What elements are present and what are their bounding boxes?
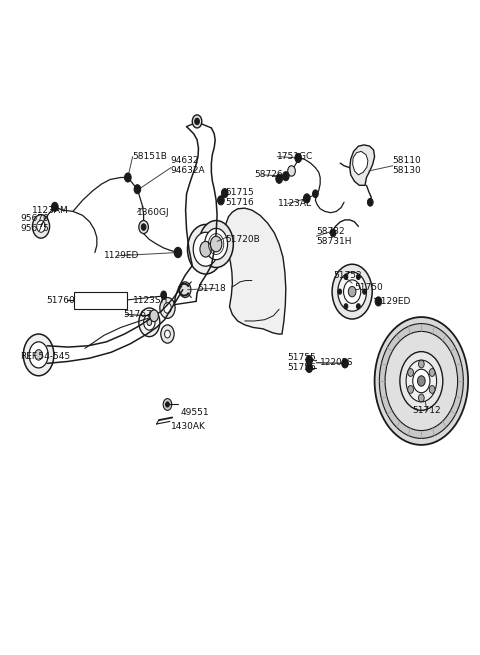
Text: 1220FS: 1220FS: [320, 358, 354, 367]
Circle shape: [165, 330, 170, 338]
Text: 51718: 51718: [197, 284, 226, 293]
Circle shape: [199, 221, 233, 267]
Circle shape: [164, 303, 171, 313]
Circle shape: [400, 352, 443, 410]
Text: 58110
58130: 58110 58130: [393, 157, 421, 176]
Circle shape: [342, 359, 348, 368]
Circle shape: [200, 242, 211, 257]
Circle shape: [161, 291, 167, 299]
Circle shape: [36, 221, 45, 233]
Text: 51750: 51750: [355, 282, 384, 291]
Text: 51752: 51752: [333, 271, 362, 280]
Circle shape: [160, 297, 175, 318]
Polygon shape: [350, 145, 374, 185]
Circle shape: [217, 196, 224, 205]
Circle shape: [204, 229, 228, 259]
Polygon shape: [353, 151, 368, 175]
Text: 1129ED: 1129ED: [104, 252, 139, 260]
Circle shape: [35, 350, 42, 360]
Circle shape: [221, 189, 228, 198]
Circle shape: [379, 324, 463, 438]
Text: 1360GJ: 1360GJ: [137, 208, 170, 217]
Circle shape: [51, 202, 58, 212]
Circle shape: [406, 360, 437, 402]
Circle shape: [418, 376, 425, 386]
Text: 58726: 58726: [254, 170, 283, 179]
Circle shape: [344, 274, 348, 280]
Circle shape: [124, 173, 131, 182]
Circle shape: [357, 304, 360, 309]
Circle shape: [134, 185, 141, 194]
Text: 95670
95675: 95670 95675: [21, 214, 49, 233]
Text: 1123SH: 1123SH: [132, 295, 168, 305]
Circle shape: [413, 369, 430, 393]
Circle shape: [338, 272, 366, 311]
Text: 1129ED: 1129ED: [376, 297, 411, 306]
Circle shape: [367, 198, 373, 206]
Text: 1123AM: 1123AM: [33, 206, 69, 215]
Circle shape: [408, 369, 413, 377]
Circle shape: [288, 166, 295, 176]
Circle shape: [363, 289, 366, 294]
Circle shape: [312, 190, 318, 198]
Circle shape: [429, 369, 435, 377]
Circle shape: [374, 317, 468, 445]
Circle shape: [344, 280, 361, 303]
Circle shape: [276, 174, 282, 183]
Circle shape: [195, 118, 199, 124]
Text: 1751GC: 1751GC: [277, 152, 313, 161]
Text: 51755
51756: 51755 51756: [288, 353, 316, 372]
Circle shape: [193, 233, 218, 266]
Circle shape: [282, 172, 289, 181]
Text: 1123AL: 1123AL: [278, 199, 312, 208]
Circle shape: [24, 334, 54, 376]
Circle shape: [144, 314, 155, 330]
Circle shape: [139, 308, 160, 337]
Circle shape: [161, 325, 174, 343]
FancyBboxPatch shape: [74, 291, 127, 309]
Text: 58732
58731H: 58732 58731H: [316, 227, 352, 246]
Circle shape: [192, 115, 202, 128]
Circle shape: [344, 304, 348, 309]
Circle shape: [419, 394, 424, 402]
Text: 51720B: 51720B: [226, 235, 261, 244]
Circle shape: [338, 289, 342, 294]
Circle shape: [174, 248, 182, 257]
Circle shape: [29, 342, 48, 368]
Circle shape: [385, 331, 457, 430]
Circle shape: [141, 224, 146, 231]
Text: 51712: 51712: [412, 407, 441, 415]
Circle shape: [306, 356, 312, 365]
Text: REF.54-545: REF.54-545: [21, 352, 71, 362]
Circle shape: [150, 310, 158, 322]
Text: 1430AK: 1430AK: [171, 422, 205, 431]
Text: 51715
51716: 51715 51716: [226, 187, 254, 206]
Text: 58151B: 58151B: [132, 152, 168, 161]
Circle shape: [147, 319, 152, 326]
Text: 51760: 51760: [47, 295, 75, 305]
Text: 51767: 51767: [123, 310, 152, 319]
Circle shape: [139, 221, 148, 234]
Circle shape: [295, 153, 301, 162]
Circle shape: [306, 364, 312, 373]
Polygon shape: [225, 208, 286, 334]
Circle shape: [357, 274, 360, 280]
Circle shape: [180, 282, 191, 297]
Circle shape: [408, 386, 413, 394]
Text: 49551: 49551: [180, 408, 209, 417]
Circle shape: [33, 215, 49, 238]
Circle shape: [188, 225, 224, 274]
Circle shape: [330, 229, 336, 237]
Circle shape: [210, 236, 222, 252]
Circle shape: [348, 286, 356, 297]
Circle shape: [332, 264, 372, 319]
Circle shape: [419, 360, 424, 368]
Circle shape: [303, 194, 310, 203]
Circle shape: [166, 402, 169, 407]
Circle shape: [163, 399, 172, 410]
Circle shape: [375, 297, 382, 306]
Circle shape: [429, 386, 435, 394]
Text: 94632
94632A: 94632 94632A: [171, 157, 205, 176]
